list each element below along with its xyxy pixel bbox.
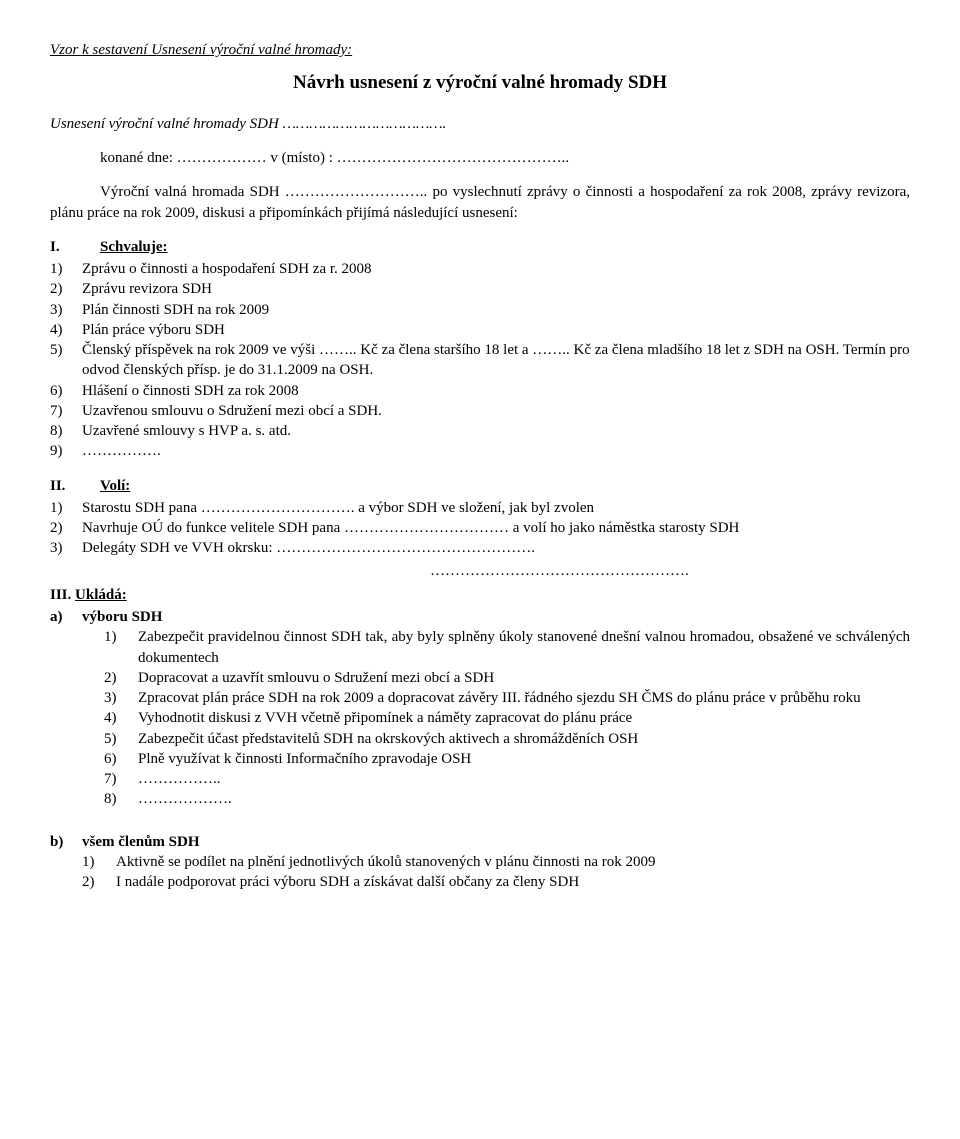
- section-ii-head: II.Volí:: [50, 476, 910, 496]
- list-item: Aktivně se podílet na plnění jednotlivýc…: [82, 852, 910, 872]
- list-item: Dopracovat a uzavřít smlouvu o Sdružení …: [104, 668, 910, 688]
- section-ii-roman: II.: [50, 476, 100, 496]
- list-item: Delegáty SDH ve VVH okrsku: …………………………………: [50, 538, 910, 558]
- list-item: Zabezpečit účast představitelů SDH na ok…: [104, 729, 910, 749]
- list-item: …………….: [50, 441, 910, 461]
- konane-line: konané dne: ……………… v (místo) : …………………………: [100, 148, 910, 168]
- list-item: Uzavřenou smlouvu o Sdružení mezi obcí a…: [50, 401, 910, 421]
- uklada-a-head: výboru SDH: [82, 609, 162, 625]
- list-item: Zprávu o činnosti a hospodaření SDH za r…: [50, 259, 910, 279]
- schvaluje-list: Zprávu o činnosti a hospodaření SDH za r…: [50, 259, 910, 462]
- uklada-b-head: všem členům SDH: [82, 834, 200, 850]
- list-item: ……………..: [104, 769, 910, 789]
- list-item: Hlášení o činnosti SDH za rok 2008: [50, 381, 910, 401]
- section-iii-label: Ukládá:: [75, 587, 127, 603]
- uklada-a-items: Zabezpečit pravidelnou činnost SDH tak, …: [82, 627, 910, 809]
- voli-list: Starostu SDH pana …………………………. a výbor SD…: [50, 498, 910, 559]
- subheading: Usnesení výroční valné hromady SDH ………………: [50, 114, 910, 134]
- list-item: Zabezpečit pravidelnou činnost SDH tak, …: [104, 627, 910, 668]
- list-item: Plán práce výboru SDH: [50, 320, 910, 340]
- list-item: Navrhuje OÚ do funkce velitele SDH pana …: [50, 518, 910, 538]
- uklada-b-wrap: všem členům SDH Aktivně se podílet na pl…: [50, 832, 910, 893]
- list-item: Plán činnosti SDH na rok 2009: [50, 300, 910, 320]
- list-item: Zpracovat plán práce SDH na rok 2009 a d…: [104, 688, 910, 708]
- list-item: Starostu SDH pana …………………………. a výbor SD…: [50, 498, 910, 518]
- list-item: Členský příspěvek na rok 2009 ve výši ………: [50, 340, 910, 381]
- list-item: I nadále podporovat práci výboru SDH a z…: [82, 872, 910, 892]
- voli-extra-line: …………………………………………….: [430, 561, 910, 581]
- section-ii-label: Volí:: [100, 478, 130, 494]
- uklada-b: všem členům SDH Aktivně se podílet na pl…: [50, 832, 910, 893]
- uklada-b-items: Aktivně se podílet na plnění jednotlivýc…: [82, 852, 910, 893]
- list-item: Zprávu revizora SDH: [50, 279, 910, 299]
- list-item: Vyhodnotit diskusi z VVH včetně připomín…: [104, 708, 910, 728]
- doc-title: Návrh usnesení z výroční valné hromady S…: [50, 70, 910, 96]
- list-item: ……………….: [104, 789, 910, 809]
- section-i-head: I.Schvaluje:: [50, 237, 910, 257]
- section-iii-roman: III.: [50, 587, 71, 603]
- section-i-roman: I.: [50, 237, 100, 257]
- section-iii-head: III. Ukládá:: [50, 585, 910, 605]
- list-item: Uzavřené smlouvy s HVP a. s. atd.: [50, 421, 910, 441]
- intro-paragraph: Výroční valná hromada SDH ……………………….. po…: [50, 182, 910, 223]
- top-note: Vzor k sestavení Usnesení výroční valné …: [50, 40, 910, 60]
- section-i-label: Schvaluje:: [100, 239, 168, 255]
- list-item: Plně využívat k činnosti Informačního zp…: [104, 749, 910, 769]
- uklada-list: výboru SDH Zabezpečit pravidelnou činnos…: [50, 607, 910, 810]
- uklada-a: výboru SDH Zabezpečit pravidelnou činnos…: [50, 607, 910, 810]
